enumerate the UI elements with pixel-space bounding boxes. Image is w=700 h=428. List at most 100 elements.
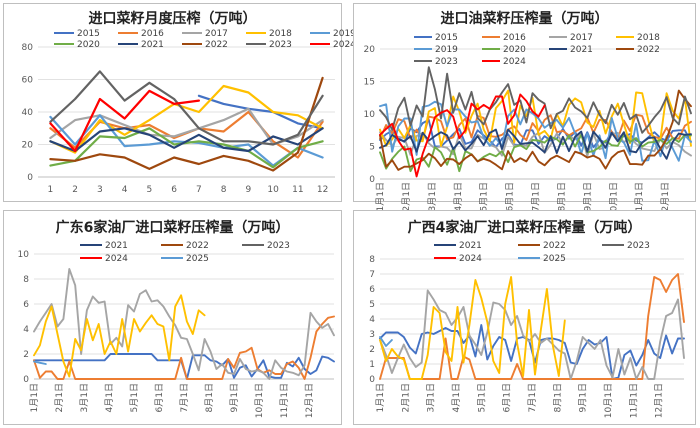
y-tick-label: 0 xyxy=(369,375,375,385)
series-line-2025 xyxy=(379,336,393,347)
x-tick-label: 2月1日 xyxy=(401,182,412,211)
x-tick-label: 3 xyxy=(97,185,103,195)
x-tick-label: 2 xyxy=(72,185,78,195)
legend-label-2018: 2018 xyxy=(269,29,292,39)
x-tick-label: 1月1日 xyxy=(29,383,40,412)
x-tick-label: 8月1日 xyxy=(552,383,563,412)
y-tick-label: 10 xyxy=(364,110,376,120)
legend-label-2016: 2016 xyxy=(503,33,526,43)
legend-label-2024: 2024 xyxy=(459,254,482,264)
legend-label-2022: 2022 xyxy=(637,45,660,55)
y-tick-label: 10 xyxy=(18,250,30,260)
x-tick-label: 9月1日 xyxy=(578,383,589,412)
chart-panel-monthly-crush: 进口菜籽月度压榨（万吨） 0 20 40 60 80 1 2 3 4 5 6 7 8 9 10 11 12 2015… xyxy=(3,3,357,202)
legend-label-2025: 2025 xyxy=(543,254,566,264)
legend-label-2021: 2021 xyxy=(105,241,128,251)
series-line-2021 xyxy=(49,127,324,153)
series-line-2023 xyxy=(379,66,692,134)
chart-panel-guangdong-crush: 广东6家油厂进口菜籽压榨量（万吨） 0 2 4 6 8 10 1月1日 2月1日 3月1日 4月1日… xyxy=(3,210,342,425)
x-tick-label: 5月1日 xyxy=(479,182,490,211)
x-tick-label: 3月1日 xyxy=(79,383,90,412)
x-tick-label: 11月1日 xyxy=(628,383,639,418)
y-tick-label: 2 xyxy=(23,350,29,360)
legend-label-2015: 2015 xyxy=(77,29,100,39)
x-tick-label: 10 xyxy=(267,185,279,195)
legend-label-2021: 2021 xyxy=(570,45,593,55)
y-tick-label: 0 xyxy=(23,375,29,385)
x-tick-label: 9 xyxy=(246,185,252,195)
x-tick-label: 2月1日 xyxy=(400,383,411,412)
x-tick-label: 3月1日 xyxy=(427,182,438,211)
x-tick-label: 11月1日 xyxy=(279,383,290,418)
y-tick-label: 5 xyxy=(369,143,375,153)
legend-label-2021: 2021 xyxy=(459,241,482,251)
series-line-2016 xyxy=(379,113,692,141)
x-tick-label: 9月1日 xyxy=(582,182,593,211)
series-line-2020 xyxy=(49,127,324,169)
x-tick-label: 12月1日 xyxy=(304,383,315,418)
x-tick-label: 1月1日 xyxy=(375,182,386,211)
series-line-2018 xyxy=(49,84,324,154)
y-tick-label: 20 xyxy=(364,45,376,55)
legend-label-2022: 2022 xyxy=(186,241,209,251)
chart-panel-guangxi-crush: 广西4家油厂进口菜籽压榨量（万吨） 0 1 2 3 4 5 6 7 8 1月1日 2月1日 3月1日 4月… xyxy=(353,210,696,425)
legend-label-2020: 2020 xyxy=(77,40,100,50)
x-tick-label: 1 xyxy=(48,185,54,195)
legend-label-2024: 2024 xyxy=(503,57,526,67)
y-tick-label: 3 xyxy=(369,330,375,340)
y-tick-label: 1 xyxy=(369,360,375,370)
x-tick-label: 6月1日 xyxy=(505,182,516,211)
series-line-2015 xyxy=(197,94,324,130)
x-tick-label: 8月1日 xyxy=(556,182,567,211)
chart-panel-weekly-crush: 进口油菜籽压榨量（万吨） 0 5 10 15 20 1月1日 2月1日 3月1日 4月1日 5月1日… xyxy=(353,3,696,217)
legend-label-2023: 2023 xyxy=(435,57,458,67)
y-tick-label: 40 xyxy=(22,108,34,118)
y-tick-label: 20 xyxy=(22,141,34,151)
chart-title: 进口油菜籽压榨量（万吨） xyxy=(441,10,609,27)
legend-label-2017: 2017 xyxy=(570,33,593,43)
chart-title: 进口菜籽月度压榨（万吨） xyxy=(89,10,257,27)
legend-label-2019: 2019 xyxy=(435,45,458,55)
series-line-2022 xyxy=(379,273,685,380)
x-tick-label: 12月1日 xyxy=(654,383,665,418)
y-tick-label: 4 xyxy=(369,315,375,325)
x-tick-label: 2月1日 xyxy=(54,383,65,412)
y-tick-label: 0 xyxy=(27,173,33,183)
x-tick-label: 4 xyxy=(122,185,128,195)
x-tick-label: 12 xyxy=(317,185,328,195)
legend-label-2024: 2024 xyxy=(333,40,356,50)
legend-label-2025: 2025 xyxy=(186,254,209,264)
x-tick-label: 5 xyxy=(147,185,153,195)
legend-label-2022: 2022 xyxy=(205,40,228,50)
y-tick-label: 8 xyxy=(23,275,29,285)
x-tick-label: 6月1日 xyxy=(502,383,513,412)
x-tick-label: 10月1日 xyxy=(603,383,614,418)
x-tick-label: 11 xyxy=(292,185,303,195)
y-tick-label: 6 xyxy=(369,285,375,295)
x-tick-label: 9月1日 xyxy=(229,383,240,412)
y-tick-label: 2 xyxy=(369,345,375,355)
y-tick-label: 0 xyxy=(369,175,375,185)
y-tick-label: 15 xyxy=(364,78,375,88)
x-tick-label: 4月1日 xyxy=(104,383,115,412)
series-line-2024 xyxy=(379,276,566,380)
x-tick-label: 6月1日 xyxy=(154,383,165,412)
y-tick-label: 4 xyxy=(23,325,29,335)
series-line-2022 xyxy=(379,89,692,171)
chart-svg: 广西4家油厂进口菜籽压榨量（万吨） 0 1 2 3 4 5 6 7 8 1月1日 2月1日 3月1日 4月… xyxy=(369,219,685,418)
y-tick-label: 7 xyxy=(369,270,375,280)
series-line-2024 xyxy=(379,93,546,178)
chart-svg: 进口油菜籽压榨量（万吨） 0 5 10 15 20 1月1日 2月1日 3月1日 4月1日 5月1日… xyxy=(364,10,692,217)
x-tick-label: 12月1日 xyxy=(660,182,671,217)
chart-title: 广东6家油厂进口菜籽压榨量（万吨） xyxy=(56,219,290,236)
legend-label-2020: 2020 xyxy=(503,45,526,55)
x-tick-label: 3月1日 xyxy=(426,383,437,412)
x-tick-label: 7月1日 xyxy=(527,383,538,412)
y-tick-label: 80 xyxy=(22,43,34,53)
series-line-2024 xyxy=(49,89,200,153)
legend-label-2016: 2016 xyxy=(141,29,164,39)
legend-label-2023: 2023 xyxy=(269,40,292,50)
x-tick-label: 4月1日 xyxy=(453,182,464,211)
x-tick-label: 8 xyxy=(221,185,227,195)
